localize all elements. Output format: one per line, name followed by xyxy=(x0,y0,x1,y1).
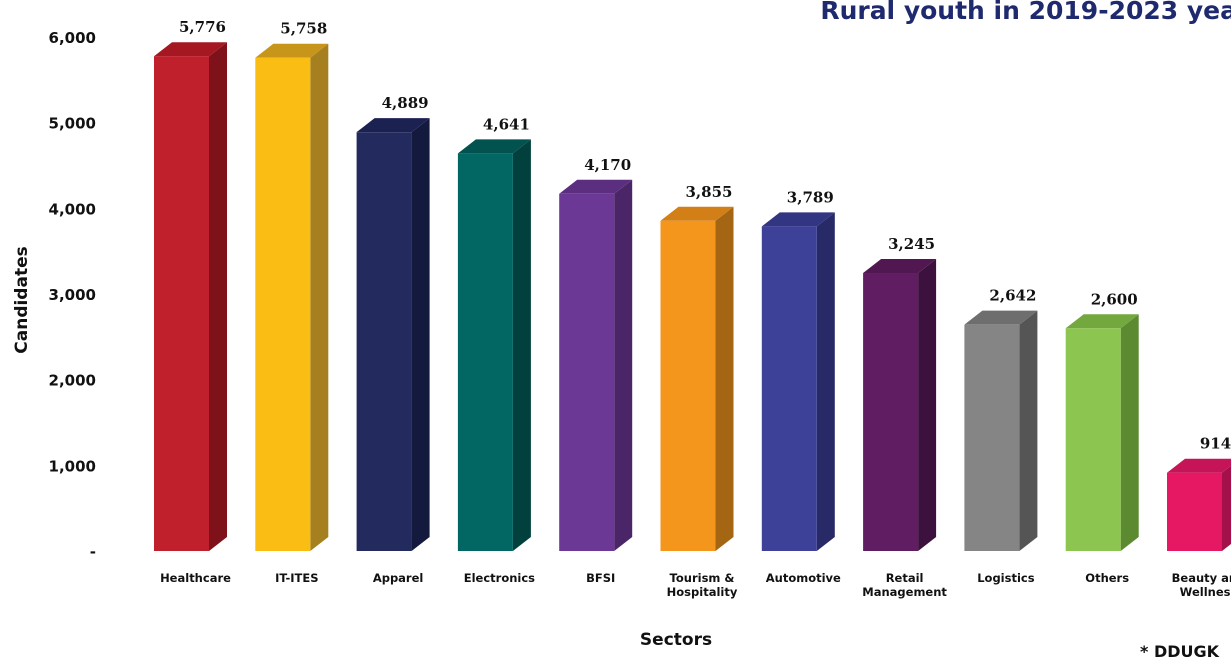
category-label: Electronics xyxy=(464,571,535,585)
bar-top xyxy=(761,212,835,227)
bar-side xyxy=(310,43,329,552)
bar-side xyxy=(1019,310,1038,551)
bar-top xyxy=(1065,314,1139,329)
bar xyxy=(457,139,531,551)
bar-side xyxy=(1120,314,1139,551)
category-label: Beauty andWellness xyxy=(1172,571,1231,599)
bar-front xyxy=(660,220,716,551)
bar-top xyxy=(863,259,937,274)
bar-top xyxy=(457,139,531,154)
bar xyxy=(154,42,227,552)
category-labels: Healthcare IT-ITES Apparel Electronics BFSI T… xyxy=(160,571,1231,599)
bar-front xyxy=(1065,328,1121,551)
bar-front xyxy=(457,153,513,551)
bar-value-label: 5,758 xyxy=(280,20,327,38)
chart-title: Rural youth in 2019-2023 yea xyxy=(820,0,1231,25)
y-tick-label: 6,000 xyxy=(49,29,96,47)
bar-side xyxy=(411,118,430,552)
bar-value-label: 3,855 xyxy=(686,183,733,201)
bar xyxy=(356,118,430,552)
category-label: IT-ITES xyxy=(275,571,318,585)
bar-value-label: 5,776 xyxy=(179,18,226,36)
bar-top xyxy=(660,206,734,221)
bar-value-label: 2,600 xyxy=(1091,290,1138,308)
bar xyxy=(255,43,329,552)
category-label: BFSI xyxy=(586,571,615,585)
category-label: Others xyxy=(1085,571,1129,585)
x-axis-label: Sectors xyxy=(639,630,713,650)
category-label: Logistics xyxy=(977,571,1035,585)
bar-front xyxy=(964,324,1020,551)
category-label: Automotive xyxy=(766,571,841,585)
bar-value-label: 3,245 xyxy=(888,235,935,253)
bar-front xyxy=(761,226,817,551)
bar xyxy=(761,212,835,551)
bar-top xyxy=(154,42,227,57)
y-tick-label: 4,000 xyxy=(49,200,96,218)
bar-top xyxy=(964,310,1038,325)
bar xyxy=(660,206,734,551)
bar-value-label: 4,170 xyxy=(584,156,631,174)
bar-front xyxy=(154,56,209,552)
bar-side xyxy=(715,206,734,551)
category-label: Apparel xyxy=(373,571,424,585)
bar xyxy=(559,179,633,551)
y-tick-label: - xyxy=(90,543,96,561)
bar-side xyxy=(614,179,633,551)
bar-value-label: 4,889 xyxy=(382,94,429,112)
bar xyxy=(863,259,937,551)
category-label: Tourism & Hospitality xyxy=(667,571,738,599)
bar-top xyxy=(559,179,633,194)
bar-front xyxy=(863,273,919,551)
bar xyxy=(964,310,1038,551)
bar-side xyxy=(816,212,835,551)
bars: 5,776 5,758 4,889 4,641 4,170 3,855 3,789 3,245… xyxy=(154,18,1231,552)
y-tick-label: 3,000 xyxy=(49,286,96,304)
bar-front xyxy=(559,193,615,551)
bar-top xyxy=(255,43,329,58)
bar-side xyxy=(512,139,531,551)
bar-value-label: 914 xyxy=(1200,435,1231,453)
bar-top xyxy=(1167,458,1231,473)
bar-top xyxy=(356,118,430,133)
y-tick-label: 5,000 xyxy=(49,115,96,133)
bar-side xyxy=(918,259,937,551)
y-tick-label: 2,000 xyxy=(49,372,96,390)
bar-value-label: 4,641 xyxy=(483,115,530,133)
category-label: Healthcare xyxy=(160,571,231,585)
category-label: Retail Management xyxy=(862,571,947,599)
bar-front xyxy=(255,57,311,552)
bar-front xyxy=(356,132,412,551)
bar-value-label: 2,642 xyxy=(989,287,1036,305)
bar xyxy=(1167,458,1231,551)
bar-value-label: 3,789 xyxy=(787,188,834,206)
bar-side xyxy=(209,42,227,552)
bar xyxy=(1065,314,1139,551)
y-tick-label: 1,000 xyxy=(49,457,96,475)
bar-side xyxy=(1222,465,1231,551)
y-axis-ticks: - 1,000 2,000 3,000 4,000 5,000 6,000 xyxy=(49,29,96,561)
bar-front xyxy=(1167,472,1222,551)
